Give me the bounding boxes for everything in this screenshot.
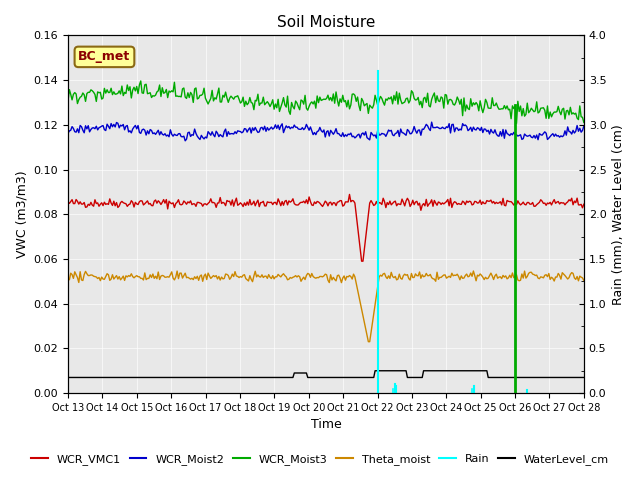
- Legend: WCR_VMC1, WCR_Moist2, WCR_Moist3, Theta_moist, Rain, WaterLevel_cm: WCR_VMC1, WCR_Moist2, WCR_Moist3, Theta_…: [27, 450, 613, 469]
- WCR_VMC1: [82, 204, 90, 210]
- WaterLevel_cm: [98, 374, 106, 380]
- WaterLevel_cm: [371, 368, 379, 373]
- Theta_moist: [98, 274, 106, 280]
- WCR_Moist3: [331, 100, 339, 106]
- Theta_moist: [433, 269, 441, 275]
- WCR_Moist3: [510, 106, 518, 111]
- WCR_Moist3: [580, 120, 588, 125]
- Theta_moist: [365, 339, 372, 345]
- WCR_Moist2: [435, 125, 442, 131]
- WCR_Moist2: [82, 123, 90, 129]
- WaterLevel_cm: [433, 368, 441, 373]
- Line: WCR_Moist2: WCR_Moist2: [68, 122, 584, 141]
- WaterLevel_cm: [82, 374, 90, 380]
- Line: Theta_moist: Theta_moist: [68, 271, 584, 342]
- WCR_Moist3: [579, 114, 586, 120]
- Theta_moist: [511, 274, 519, 279]
- WCR_VMC1: [435, 199, 442, 205]
- WCR_Moist2: [98, 123, 106, 129]
- WCR_Moist2: [331, 129, 339, 135]
- Theta_moist: [580, 277, 588, 283]
- WCR_VMC1: [330, 200, 337, 205]
- Theta_moist: [579, 275, 586, 281]
- Line: WaterLevel_cm: WaterLevel_cm: [68, 371, 584, 377]
- WCR_VMC1: [98, 200, 106, 205]
- WaterLevel_cm: [580, 374, 588, 380]
- WCR_VMC1: [580, 201, 588, 207]
- Theta_moist: [64, 276, 72, 281]
- X-axis label: Time: Time: [310, 419, 341, 432]
- WaterLevel_cm: [330, 374, 337, 380]
- WCR_Moist3: [137, 78, 145, 84]
- WaterLevel_cm: [577, 374, 585, 380]
- Text: BC_met: BC_met: [78, 50, 131, 63]
- WCR_VMC1: [511, 200, 519, 206]
- WCR_Moist2: [64, 130, 72, 136]
- Y-axis label: VWC (m3/m3): VWC (m3/m3): [15, 170, 28, 258]
- WCR_Moist3: [82, 98, 90, 104]
- WCR_Moist3: [513, 120, 520, 126]
- WCR_Moist3: [98, 96, 106, 102]
- WCR_VMC1: [64, 199, 72, 205]
- Theta_moist: [330, 275, 337, 280]
- Theta_moist: [470, 268, 477, 274]
- Theta_moist: [82, 268, 90, 274]
- WCR_Moist3: [64, 98, 72, 104]
- Y-axis label: Rain (mm), Water Level (cm): Rain (mm), Water Level (cm): [612, 124, 625, 305]
- WCR_Moist2: [511, 132, 519, 138]
- Line: WCR_Moist3: WCR_Moist3: [68, 81, 584, 123]
- WCR_VMC1: [579, 205, 586, 211]
- WaterLevel_cm: [510, 374, 518, 380]
- Title: Soil Moisture: Soil Moisture: [276, 15, 375, 30]
- WCR_VMC1: [358, 258, 365, 264]
- WCR_Moist2: [181, 138, 189, 144]
- WCR_Moist2: [428, 119, 435, 125]
- WCR_VMC1: [346, 192, 353, 197]
- Line: WCR_VMC1: WCR_VMC1: [68, 194, 584, 261]
- WCR_Moist2: [580, 123, 588, 129]
- WCR_Moist3: [433, 93, 441, 99]
- WCR_Moist2: [579, 128, 586, 133]
- WaterLevel_cm: [64, 374, 72, 380]
